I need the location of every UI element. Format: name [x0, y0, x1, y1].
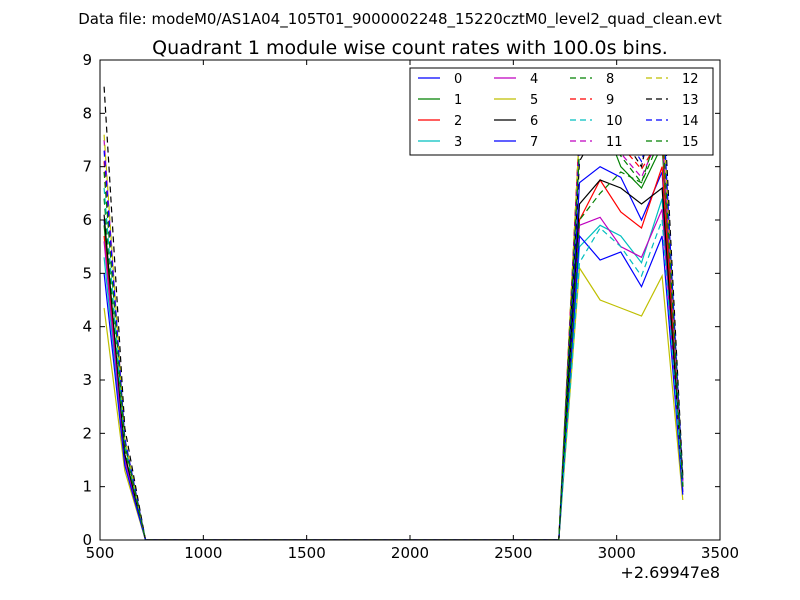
series-line-4 [103, 209, 684, 540]
legend-label-7: 7 [530, 135, 538, 150]
legend-label-3: 3 [454, 135, 462, 150]
legend-label-4: 4 [530, 72, 538, 87]
y-tick-label: 7 [82, 158, 92, 176]
x-tick-label: 3000 [598, 544, 636, 562]
y-tick-label: 6 [82, 211, 92, 229]
data-file-label: Data file: modeM0/AS1A04_105T01_90000022… [78, 10, 722, 29]
legend-label-11: 11 [606, 135, 623, 150]
legend-label-0: 0 [454, 72, 462, 87]
legend-label-14: 14 [682, 114, 699, 129]
series-line-3 [103, 198, 684, 540]
legend-label-2: 2 [454, 114, 462, 129]
y-tick-label: 0 [82, 531, 92, 549]
series-line-6 [103, 179, 684, 540]
x-tick-label: 1500 [288, 544, 326, 562]
y-tick-label: 9 [82, 51, 92, 69]
series-line-5 [103, 266, 684, 540]
legend-label-9: 9 [606, 93, 614, 108]
y-tick-label: 5 [82, 264, 92, 282]
y-tick-label: 8 [82, 104, 92, 122]
legend-label-6: 6 [530, 114, 538, 129]
series-line-0 [103, 165, 684, 540]
x-tick-label: 2000 [391, 544, 429, 562]
legend-label-15: 15 [682, 135, 699, 150]
x-tick-label: 1000 [184, 544, 222, 562]
x-tick-label: 2500 [494, 544, 532, 562]
y-tick-label: 2 [82, 424, 92, 442]
series-line-2 [103, 166, 684, 540]
legend-box [409, 67, 714, 156]
y-tick-label: 4 [82, 318, 92, 336]
legend-label-8: 8 [606, 72, 614, 87]
legend-label-12: 12 [682, 72, 699, 87]
series-line-7 [103, 234, 684, 540]
x-tick-label: 3500 [701, 544, 739, 562]
chart-title: Quadrant 1 module wise count rates with … [152, 37, 668, 59]
legend-label-5: 5 [530, 93, 538, 108]
x-tick-label: 500 [86, 544, 115, 562]
y-tick-label: 3 [82, 371, 92, 389]
legend-label-13: 13 [682, 93, 699, 108]
x-offset-label: +2.69947e8 [620, 563, 720, 582]
y-tick-label: 1 [82, 478, 92, 496]
legend-label-10: 10 [606, 114, 623, 129]
legend-label-1: 1 [454, 93, 462, 108]
